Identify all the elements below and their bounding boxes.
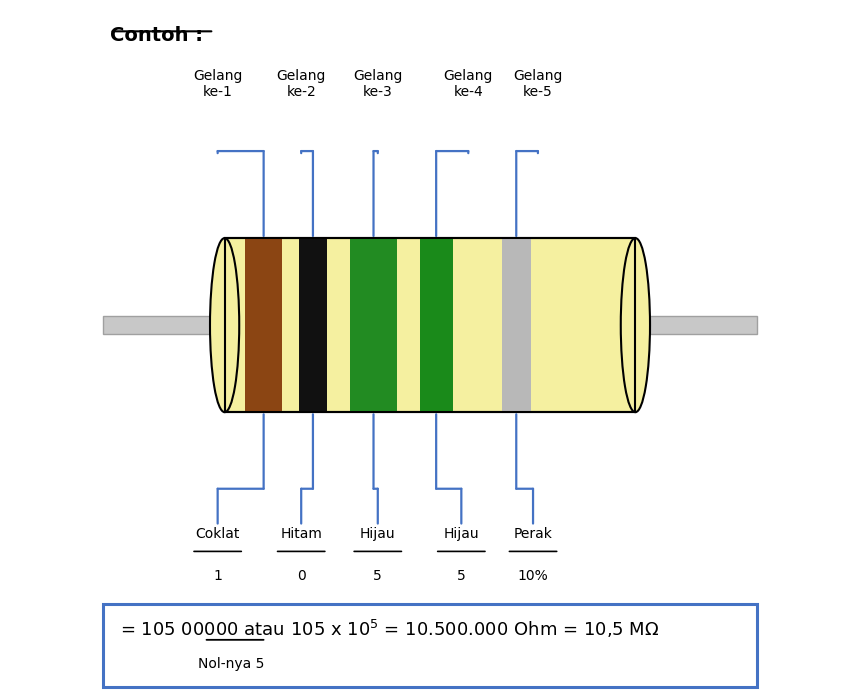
Text: Hitam: Hitam (280, 527, 322, 541)
Text: Gelang
ke-3: Gelang ke-3 (353, 69, 402, 99)
Bar (224, 238, 636, 412)
Text: Perak: Perak (513, 527, 552, 541)
Text: 5: 5 (373, 569, 382, 583)
Text: = 105 00000 atau 105 x 10$^5$ = 10.500.000 Ohm = 10,5 M$\Omega$: = 105 00000 atau 105 x 10$^5$ = 10.500.0… (120, 619, 660, 640)
Text: Gelang
ke-1: Gelang ke-1 (193, 69, 243, 99)
Bar (245, 238, 282, 412)
Bar (224, 238, 636, 412)
Bar (502, 238, 531, 412)
Text: Nol-nya 5: Nol-nya 5 (199, 657, 265, 671)
Ellipse shape (210, 238, 239, 412)
FancyBboxPatch shape (103, 604, 757, 687)
Text: Gelang
ke-5: Gelang ke-5 (513, 69, 562, 99)
Text: 0: 0 (297, 569, 305, 583)
Text: Gelang
ke-4: Gelang ke-4 (444, 69, 493, 99)
Bar (103, 316, 210, 334)
Ellipse shape (621, 238, 650, 412)
Text: Contoh :: Contoh : (110, 26, 203, 45)
Text: Coklat: Coklat (195, 527, 240, 541)
Text: Hijau: Hijau (444, 527, 479, 541)
Text: Gelang
ke-2: Gelang ke-2 (277, 69, 326, 99)
Bar (650, 316, 757, 334)
Bar (350, 238, 397, 412)
Bar (298, 238, 328, 412)
Bar (420, 238, 452, 412)
Text: 5: 5 (457, 569, 466, 583)
Text: 10%: 10% (518, 569, 549, 583)
Text: Hijau: Hijau (360, 527, 396, 541)
Text: 1: 1 (213, 569, 222, 583)
